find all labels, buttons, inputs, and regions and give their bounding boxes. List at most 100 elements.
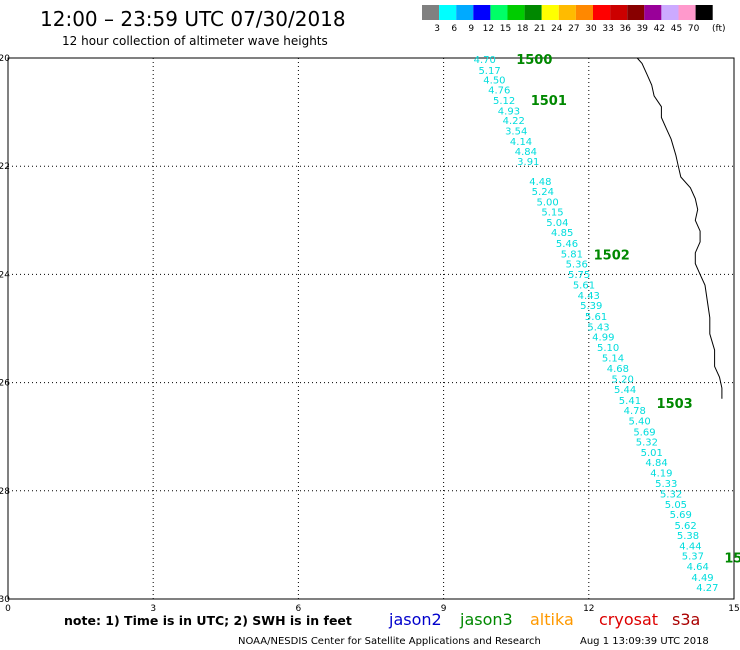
legend-label: 33 — [602, 24, 613, 34]
wave-height-value: 5.10 — [597, 343, 619, 354]
legend-swatch — [661, 5, 679, 20]
latitude-tick-labels: -20 -22 -24 -26 -28 -30 — [0, 54, 10, 605]
legend-swatch — [456, 5, 474, 20]
legend-label: 24 — [551, 24, 563, 34]
legend-swatch — [678, 5, 696, 20]
wave-height-value: 5.24 — [532, 187, 554, 198]
legend-swatch — [558, 5, 576, 20]
legend-label: 36 — [619, 24, 631, 34]
legend-label: 39 — [637, 24, 649, 34]
legend-swatch — [610, 5, 628, 20]
pass-number-label: 1502 — [594, 248, 630, 263]
legend-swatch — [473, 5, 491, 20]
wave-height-value: 5.32 — [636, 438, 658, 449]
page-title: 12:00 – 23:59 UTC 07/30/2018 — [40, 7, 346, 31]
legend-label: 18 — [517, 24, 529, 34]
wave-height-value: 5.20 — [612, 374, 634, 385]
wave-height-value: 5.38 — [677, 531, 699, 542]
satellite-label-altika: altika — [530, 610, 574, 629]
x-tick-label: 0 — [5, 604, 11, 614]
legend-label: 70 — [688, 24, 700, 34]
wave-height-value: 5.33 — [655, 479, 677, 490]
wave-height-value: 4.43 — [578, 291, 600, 302]
legend-swatch — [507, 5, 525, 20]
wave-height-value: 5.41 — [619, 396, 641, 407]
satellite-label-s3a: s3a — [672, 610, 700, 629]
coastline — [636, 57, 723, 399]
wave-height-value: 5.00 — [537, 197, 559, 208]
wave-height-value: 5.40 — [628, 416, 650, 427]
legend-label: 12 — [483, 24, 494, 34]
legend-unit: (ft) — [712, 24, 726, 34]
wave-height-value: 5.44 — [614, 385, 636, 396]
legend-label: 45 — [671, 24, 682, 34]
longitude-tick-labels: 0 3 6 9 12 15 — [5, 604, 740, 614]
legend-swatch — [627, 5, 645, 20]
wave-height-value: 5.75 — [568, 270, 590, 281]
legend-label: 27 — [568, 24, 579, 34]
x-tick-label: 9 — [441, 604, 447, 614]
wave-height-value: 3.91 — [517, 157, 539, 168]
legend-swatch — [593, 5, 611, 20]
wave-height-value: 4.48 — [529, 177, 551, 188]
legend-swatch — [541, 5, 559, 20]
y-tick-label: -30 — [0, 595, 10, 605]
x-tick-label: 15 — [728, 604, 739, 614]
wave-height-value: 5.12 — [493, 96, 515, 107]
wave-height-value: 5.15 — [541, 208, 563, 219]
wave-height-value: 5.39 — [580, 301, 602, 312]
legend-swatch — [422, 5, 440, 20]
wave-height-value: 4.84 — [515, 147, 537, 158]
y-tick-label: -28 — [0, 487, 10, 497]
wave-height-value: 5.81 — [561, 249, 583, 260]
y-tick-label: -22 — [0, 162, 10, 172]
y-tick-label: -24 — [0, 270, 10, 280]
legend-swatch — [695, 5, 713, 20]
wave-height-value: 5.37 — [682, 552, 704, 563]
legend-swatch — [575, 5, 593, 20]
wave-height-value: 4.70 — [474, 55, 496, 66]
wave-height-value: 4.50 — [483, 76, 505, 87]
wave-height-value: 5.04 — [546, 218, 568, 229]
legend-label: 21 — [534, 24, 545, 34]
wave-height-value: 5.43 — [587, 322, 609, 333]
legend-swatch — [490, 5, 508, 20]
wave-height-observations: 4.705.174.504.765.124.934.223.544.144.84… — [474, 55, 719, 594]
wave-height-value: 4.68 — [607, 364, 629, 375]
wave-height-value: 4.84 — [645, 458, 667, 469]
wave-height-value: 5.32 — [660, 490, 682, 501]
page-subtitle: 12 hour collection of altimeter wave hei… — [62, 34, 328, 48]
legend-swatch — [644, 5, 662, 20]
pass-number-label: 1503 — [657, 397, 693, 412]
wave-height-value: 4.78 — [624, 406, 646, 417]
satellite-label-jason2: jason2 — [388, 610, 442, 629]
pass-number-label: 1500 — [516, 53, 552, 68]
legend-label: 15 — [500, 24, 511, 34]
wave-height-value: 5.46 — [556, 239, 578, 250]
wave-height-value: 4.27 — [696, 583, 718, 594]
legend-label: 42 — [654, 24, 665, 34]
wave-height-value: 5.05 — [665, 500, 687, 511]
wave-height-value: 5.69 — [670, 510, 692, 521]
y-tick-label: -20 — [0, 54, 10, 64]
wave-height-value: 5.17 — [478, 66, 500, 77]
satellite-key: jason2 jason3 altika cryosat s3a — [388, 610, 700, 629]
wave-height-value: 4.44 — [679, 541, 701, 552]
x-tick-label: 3 — [150, 604, 156, 614]
footer-note: note: 1) Time is in UTC; 2) SWH is in fe… — [64, 613, 352, 628]
wave-height-value: 5.01 — [641, 448, 663, 459]
x-tick-label: 12 — [583, 604, 594, 614]
wave-height-value: 5.14 — [602, 354, 624, 365]
wave-height-value: 5.36 — [566, 260, 588, 271]
wave-height-value: 4.14 — [510, 137, 532, 148]
wave-height-value: 4.64 — [687, 562, 709, 573]
wave-height-value: 4.19 — [650, 468, 672, 479]
wave-height-value: 4.49 — [691, 573, 713, 584]
wave-height-value: 4.93 — [498, 106, 520, 117]
wave-height-value: 4.22 — [503, 116, 525, 127]
legend-label: 6 — [451, 24, 457, 34]
footer-credit: NOAA/NESDIS Center for Satellite Applica… — [238, 636, 541, 647]
wave-height-value: 5.69 — [633, 427, 655, 438]
wave-height-value: 3.54 — [505, 126, 527, 137]
